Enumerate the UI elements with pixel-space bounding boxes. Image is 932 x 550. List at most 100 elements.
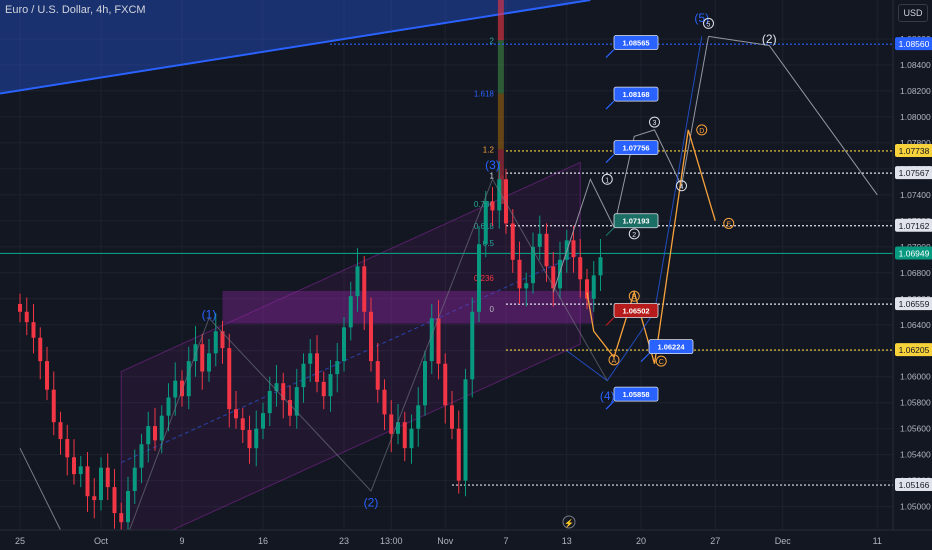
target-callout: 1.05858: [605, 386, 659, 410]
demand-zone: [222, 290, 594, 324]
candle-body: [213, 331, 218, 354]
candle-body: [321, 381, 326, 397]
wave-label-circled: E: [723, 217, 735, 229]
blue-projection-path: [566, 36, 703, 382]
badge-bg: [895, 297, 932, 311]
candle-body: [132, 467, 137, 492]
candle-body: [247, 429, 252, 449]
wave-label: (4): [600, 389, 615, 403]
wave-label: 5: [707, 21, 711, 28]
candle-body: [261, 413, 265, 429]
wave-circle: [628, 290, 640, 302]
callout-box: [613, 213, 659, 229]
candle-body: [166, 397, 171, 416]
price-tick-label: 1.07800: [900, 138, 931, 148]
candle-body: [146, 426, 151, 445]
badge-bg: [895, 343, 932, 357]
time-tick-label: Dec: [775, 536, 792, 546]
candle-body: [571, 240, 576, 258]
callout-box: [648, 339, 694, 355]
candle-body: [193, 344, 198, 362]
badge-bg: [895, 218, 932, 232]
candle-body: [72, 457, 76, 475]
fib-band: [497, 93, 504, 150]
candle-body: [443, 363, 448, 406]
candle-body: [382, 389, 387, 415]
candle-body: [483, 201, 488, 245]
wave-label: (1): [202, 307, 217, 321]
candle-body: [409, 428, 414, 449]
time-tick-label: 13: [562, 536, 572, 546]
candle-body: [517, 259, 522, 289]
wave-label: 2: [632, 232, 636, 239]
candle-body: [578, 257, 583, 280]
price-level-badge: 1.07162: [895, 218, 932, 232]
callout-label: 1.06224: [657, 343, 685, 352]
candle-body: [429, 318, 434, 362]
wave-label-circled: C: [655, 355, 667, 367]
candle-body: [153, 426, 157, 441]
candle-body: [369, 311, 373, 362]
time-tick-label: 23: [339, 536, 349, 546]
currency-button[interactable]: USD: [898, 4, 928, 22]
price-tick-label: 1.05000: [900, 502, 931, 512]
fib-band: [497, 149, 504, 176]
badge-label: 1.07738: [899, 146, 930, 156]
candle-body: [463, 379, 468, 481]
wave-circle: [628, 228, 640, 240]
callout-label: 1.08565: [622, 39, 649, 48]
candle-body: [254, 428, 259, 449]
blue-wave-path: [121, 178, 608, 550]
target-callout: 1.07193: [605, 213, 659, 237]
badge-label: 1.08560: [899, 39, 930, 49]
chart-title: Euro / U.S. Dollar, 4h, FXCM: [5, 4, 146, 16]
candle-body: [173, 380, 178, 398]
time-tick-label: 9: [179, 536, 184, 546]
candle-body: [227, 348, 232, 410]
price-levels: [0, 43, 893, 486]
time-tick-label: 11: [873, 536, 882, 546]
candle-body: [139, 444, 144, 468]
wave-label-circled: 2: [628, 228, 640, 240]
wave-labels: (1) (2) (3) (4) (5) (2) 1 2 3 4 5 A B C D E: [202, 11, 777, 510]
time-tick-label: 27: [710, 536, 720, 546]
candle-body: [416, 405, 421, 429]
fib-label: 2: [489, 36, 494, 45]
candle-body: [180, 380, 184, 397]
candle-body: [558, 259, 562, 289]
candle-body: [99, 467, 103, 501]
price-level-badge: 1.06205: [895, 343, 932, 357]
wave-label-circled: B: [628, 290, 640, 302]
time-tick-label: 20: [636, 536, 646, 546]
price-tick-label: 1.06800: [900, 268, 931, 278]
callout-pointer: [605, 49, 615, 58]
fib-label: 1: [489, 171, 494, 180]
wave-label: D: [699, 128, 704, 135]
callout-box: [613, 86, 659, 102]
candle-body: [497, 179, 502, 211]
callout-label: 1.05858: [622, 390, 649, 399]
candle-body: [234, 409, 238, 419]
badge-label: 1.06949: [899, 248, 930, 258]
candle-body: [585, 279, 589, 299]
time-axis: 25 Oct 9 16 23 13:00 Nov 7 13 20 27 Dec 11: [0, 529, 932, 550]
callout-box: [613, 140, 659, 156]
price-level-badge: 1.05166: [895, 478, 932, 492]
candle-body: [200, 344, 205, 372]
candle-body: [301, 363, 306, 388]
candle-body: [186, 361, 191, 397]
candle-body: [58, 422, 63, 440]
candle-body: [308, 353, 313, 364]
price-level-badge: 1.06559: [895, 297, 932, 311]
upper-trend-channel: [0, 0, 591, 95]
candle-body: [281, 383, 286, 401]
wave-label-circled: A: [608, 354, 620, 366]
wave-label: (5): [694, 11, 709, 25]
candle-body: [207, 353, 211, 372]
price-tick-label: 1.05800: [900, 398, 931, 408]
candles: [18, 161, 603, 541]
wave-circle: [723, 217, 735, 229]
candle-body: [51, 389, 56, 423]
target-callout: 1.06502: [605, 303, 659, 326]
